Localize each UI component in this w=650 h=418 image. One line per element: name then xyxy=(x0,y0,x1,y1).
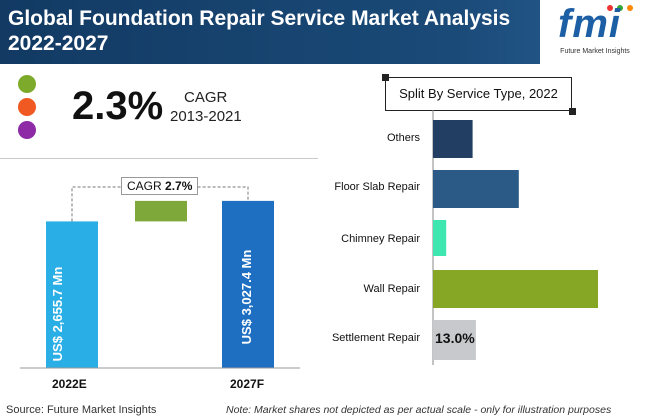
y-tick-others: Others xyxy=(386,132,420,144)
cagr-years: 2013-2021 xyxy=(170,108,242,125)
x-tick-2027F: 2027F xyxy=(230,377,265,391)
bar-value-label-2022E: US$ 2,655.7 Mn xyxy=(50,266,65,362)
bar-settlement-repair xyxy=(433,320,476,360)
divider xyxy=(0,158,318,159)
y-tick-floor-slab-repair: Floor Slab Repair xyxy=(334,181,420,193)
cagr-callout: CAGR 2.7% xyxy=(121,177,199,195)
bar-2027F xyxy=(222,200,274,368)
service-split-chart xyxy=(432,110,598,365)
y-tick-settlement-repair: Settlement Repair xyxy=(331,332,420,344)
green-dot-icon xyxy=(18,75,36,93)
source-note: Source: Future Market Insights xyxy=(6,404,157,416)
logo-subtitle: Future Market Insights xyxy=(560,48,630,55)
bar-others xyxy=(433,120,473,158)
logo-icons xyxy=(607,5,633,11)
logo: fmi Future Market Insights xyxy=(540,0,650,64)
orange-dot-icon xyxy=(18,98,36,116)
data-label-settlement-repair: 13.0% xyxy=(435,330,475,346)
purple-dot-icon xyxy=(18,121,36,139)
title-handle-top-left xyxy=(382,74,389,81)
split-chart-title: Split By Service Type, 2022 xyxy=(385,77,572,111)
bar-increment xyxy=(135,200,187,222)
bar-floor-slab-repair xyxy=(433,170,519,208)
header-banner: Global Foundation Repair Service Market … xyxy=(0,0,650,64)
cagr-callout-value: 2.7% xyxy=(165,179,193,193)
logo-text: fmi xyxy=(558,2,621,46)
market-size-chart xyxy=(20,186,300,369)
page-title: Global Foundation Repair Service Market … xyxy=(8,7,511,55)
disclaimer-note: Note: Market shares not depicted as per … xyxy=(226,404,612,416)
y-tick-wall-repair: Wall Repair xyxy=(363,283,420,295)
bar-value-label-2027F: US$ 3,027.4 Mn xyxy=(239,249,254,345)
bar-wall-repair xyxy=(433,270,598,308)
bar-chimney-repair xyxy=(433,220,447,256)
cagr-callout-label: CAGR xyxy=(127,179,162,193)
y-tick-chimney-repair: Chimney Repair xyxy=(341,233,420,245)
cagr-label: CAGR xyxy=(184,89,228,106)
title-handle-bottom-right xyxy=(569,108,576,115)
x-tick-2022E: 2022E xyxy=(52,377,87,391)
cagr-value: 2.3% xyxy=(72,84,164,128)
bar-2022E xyxy=(46,221,98,368)
